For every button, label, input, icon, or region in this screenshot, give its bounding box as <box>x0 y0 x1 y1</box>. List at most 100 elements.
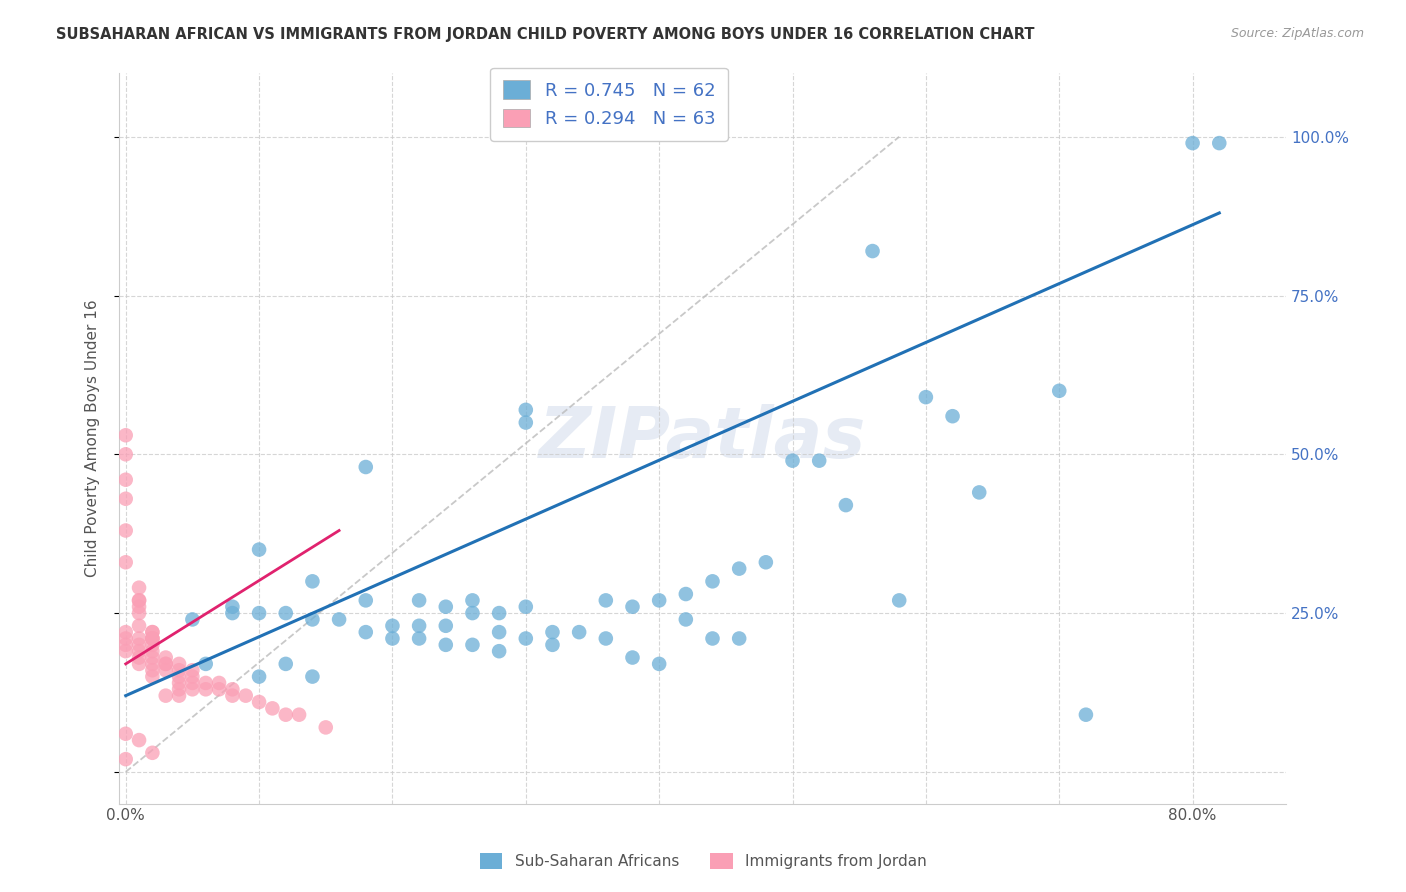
Point <box>354 625 377 640</box>
Point <box>702 632 724 646</box>
Point <box>141 632 163 646</box>
Point <box>141 625 163 640</box>
Point <box>541 625 564 640</box>
Point <box>835 498 858 512</box>
Point <box>621 650 644 665</box>
Point <box>128 638 150 652</box>
Point <box>728 632 751 646</box>
Point <box>967 485 990 500</box>
Point <box>128 650 150 665</box>
Y-axis label: Child Poverty Among Boys Under 16: Child Poverty Among Boys Under 16 <box>86 300 100 577</box>
Point <box>167 670 190 684</box>
Point <box>181 670 204 684</box>
Point <box>128 593 150 607</box>
Point <box>648 593 671 607</box>
Point <box>262 701 284 715</box>
Point <box>461 606 484 620</box>
Point <box>648 657 671 671</box>
Point <box>301 574 323 589</box>
Point <box>247 542 270 557</box>
Point <box>128 606 150 620</box>
Point <box>274 606 297 620</box>
Point <box>128 733 150 747</box>
Point <box>461 638 484 652</box>
Point <box>595 593 617 607</box>
Point <box>461 593 484 607</box>
Point <box>808 453 831 467</box>
Point <box>167 689 190 703</box>
Point <box>141 650 163 665</box>
Point <box>141 663 163 677</box>
Point <box>114 473 136 487</box>
Point <box>354 460 377 475</box>
Point <box>141 746 163 760</box>
Point <box>247 670 270 684</box>
Point <box>114 447 136 461</box>
Text: SUBSAHARAN AFRICAN VS IMMIGRANTS FROM JORDAN CHILD POVERTY AMONG BOYS UNDER 16 C: SUBSAHARAN AFRICAN VS IMMIGRANTS FROM JO… <box>56 27 1035 42</box>
Point <box>515 632 537 646</box>
Point <box>1208 136 1230 150</box>
Point <box>941 409 963 424</box>
Point <box>155 689 177 703</box>
Point <box>515 599 537 614</box>
Point <box>274 657 297 671</box>
Point <box>541 638 564 652</box>
Point <box>128 644 150 658</box>
Point <box>221 599 243 614</box>
Point <box>782 453 804 467</box>
Point <box>862 244 884 258</box>
Point <box>114 752 136 766</box>
Point <box>221 606 243 620</box>
Point <box>181 612 204 626</box>
Point <box>221 689 243 703</box>
Point <box>408 593 430 607</box>
Point <box>167 663 190 677</box>
Point <box>141 632 163 646</box>
Point <box>114 428 136 442</box>
Point <box>621 599 644 614</box>
Point <box>167 657 190 671</box>
Point <box>488 644 510 658</box>
Legend: R = 0.745   N = 62, R = 0.294   N = 63: R = 0.745 N = 62, R = 0.294 N = 63 <box>491 68 728 141</box>
Point <box>702 574 724 589</box>
Point <box>155 657 177 671</box>
Point <box>128 657 150 671</box>
Point <box>755 555 778 569</box>
Point <box>247 695 270 709</box>
Point <box>208 676 231 690</box>
Point <box>301 670 323 684</box>
Point <box>488 606 510 620</box>
Point <box>301 612 323 626</box>
Point <box>434 599 457 614</box>
Point <box>128 619 150 633</box>
Point <box>247 606 270 620</box>
Point <box>194 676 217 690</box>
Point <box>167 682 190 697</box>
Point <box>181 682 204 697</box>
Point <box>114 632 136 646</box>
Point <box>155 657 177 671</box>
Point <box>235 689 257 703</box>
Text: Source: ZipAtlas.com: Source: ZipAtlas.com <box>1230 27 1364 40</box>
Point <box>315 720 337 734</box>
Point <box>114 524 136 538</box>
Point <box>208 682 231 697</box>
Point <box>194 682 217 697</box>
Point <box>675 587 697 601</box>
Point <box>595 632 617 646</box>
Point <box>114 625 136 640</box>
Point <box>128 581 150 595</box>
Point <box>141 644 163 658</box>
Point <box>408 632 430 646</box>
Point <box>381 632 404 646</box>
Legend: Sub-Saharan Africans, Immigrants from Jordan: Sub-Saharan Africans, Immigrants from Jo… <box>474 847 932 875</box>
Point <box>434 638 457 652</box>
Point <box>221 682 243 697</box>
Point <box>434 619 457 633</box>
Point <box>408 619 430 633</box>
Point <box>141 657 163 671</box>
Point <box>114 727 136 741</box>
Point <box>515 416 537 430</box>
Point <box>274 707 297 722</box>
Point <box>114 638 136 652</box>
